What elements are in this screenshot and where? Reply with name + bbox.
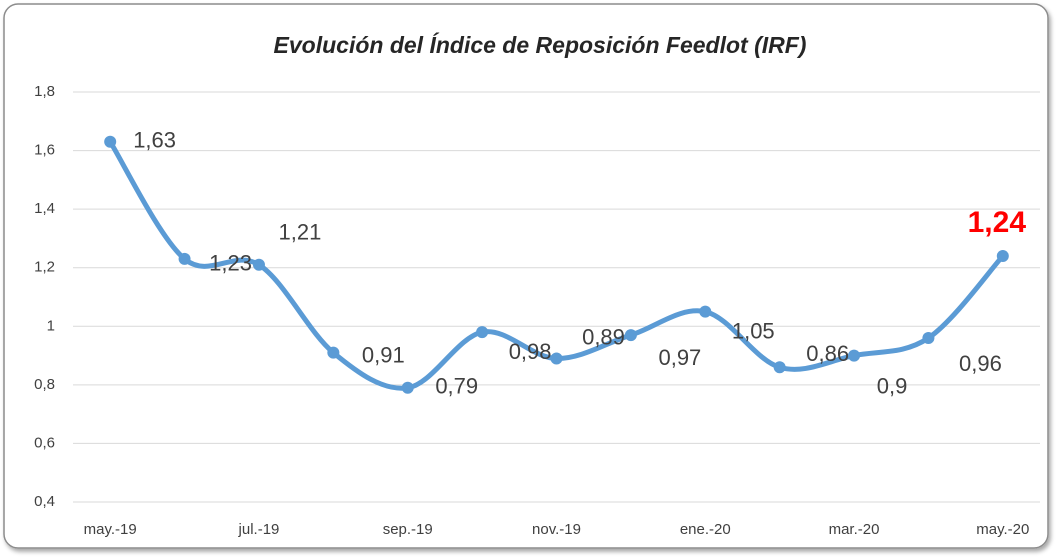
data-label: 0,97: [658, 345, 701, 370]
data-label: 1,23: [209, 251, 252, 276]
y-tick-label: 1,4: [34, 200, 55, 217]
data-label: 0,86: [806, 341, 849, 366]
data-label: 1,05: [732, 318, 775, 343]
y-tick-label: 1,6: [34, 142, 55, 159]
y-tick-label: 0,8: [34, 376, 55, 393]
data-label: 0,89: [582, 324, 625, 349]
data-label: 1,24: [968, 206, 1027, 239]
marker: [996, 250, 1009, 262]
data-label: 0,9: [877, 373, 908, 398]
y-tick-label: 0,4: [34, 493, 55, 510]
y-tick-label: 1,2: [34, 259, 55, 276]
y-tick-label: 1,8: [34, 83, 55, 100]
x-tick-label: jul.-19: [238, 521, 280, 538]
marker: [327, 346, 340, 359]
x-tick-label: sep.-19: [383, 521, 433, 538]
data-label: 0,98: [509, 339, 552, 364]
marker: [848, 349, 861, 362]
marker: [773, 361, 786, 374]
x-tick-label: ene.-20: [680, 521, 731, 538]
data-label: 1,63: [133, 128, 176, 153]
data-label: 0,96: [959, 351, 1002, 376]
data-label: 0,91: [362, 342, 405, 367]
data-label: 1,21: [279, 220, 322, 245]
data-label: 0,79: [435, 374, 478, 399]
marker: [922, 332, 935, 344]
chart-frame: [3, 3, 1049, 549]
x-tick-label: nov.-19: [532, 521, 581, 538]
x-tick-label: may.-20: [976, 521, 1029, 538]
x-tick-label: may.-19: [84, 521, 137, 538]
y-tick-label: 0,6: [34, 434, 55, 451]
x-tick-label: mar.-20: [829, 521, 880, 538]
y-tick-label: 1: [47, 317, 55, 334]
marker: [624, 329, 637, 342]
marker: [401, 381, 414, 394]
marker: [550, 352, 563, 365]
marker: [699, 305, 712, 318]
marker: [476, 326, 489, 339]
chart-title: Evolución del Índice de Reposición Feedl…: [274, 31, 807, 58]
marker: [104, 135, 117, 148]
marker: [178, 252, 191, 265]
marker: [252, 258, 265, 271]
